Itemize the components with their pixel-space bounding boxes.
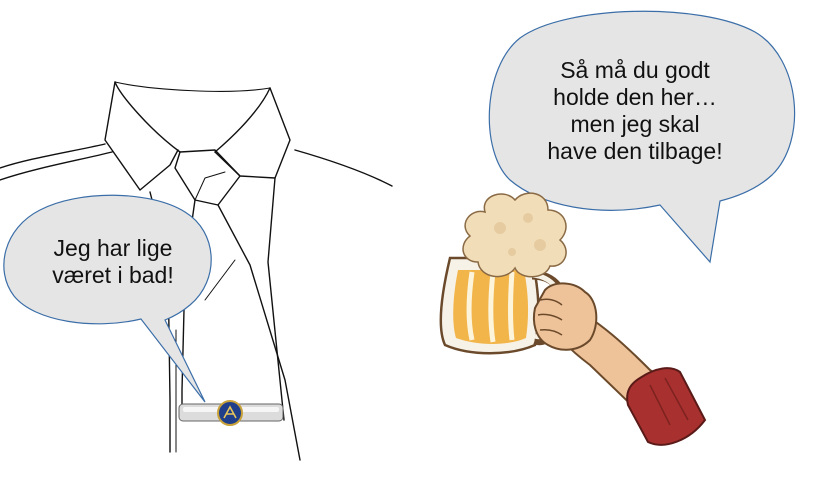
right-bubble-line-4: have den tilbage! <box>547 138 723 164</box>
hand-icon <box>532 282 707 446</box>
left-bubble-line-1: Jeg har lige <box>53 235 173 261</box>
left-bubble-text: Jeg har lige været i bad! <box>18 235 208 289</box>
beer-mug-icon <box>439 192 569 355</box>
right-bubble-line-3: men jeg skal <box>570 111 700 137</box>
left-speech-bubble <box>3 194 212 403</box>
tie-clip-icon <box>178 400 284 426</box>
left-bubble-line-2: været i bad! <box>52 262 174 288</box>
right-speech-bubble <box>488 10 796 264</box>
right-bubble-line-2: holde den her… <box>553 84 717 110</box>
right-bubble-text: Så må du godt holde den her… men jeg ska… <box>505 57 765 165</box>
right-bubble-line-1: Så må du godt <box>560 57 710 83</box>
